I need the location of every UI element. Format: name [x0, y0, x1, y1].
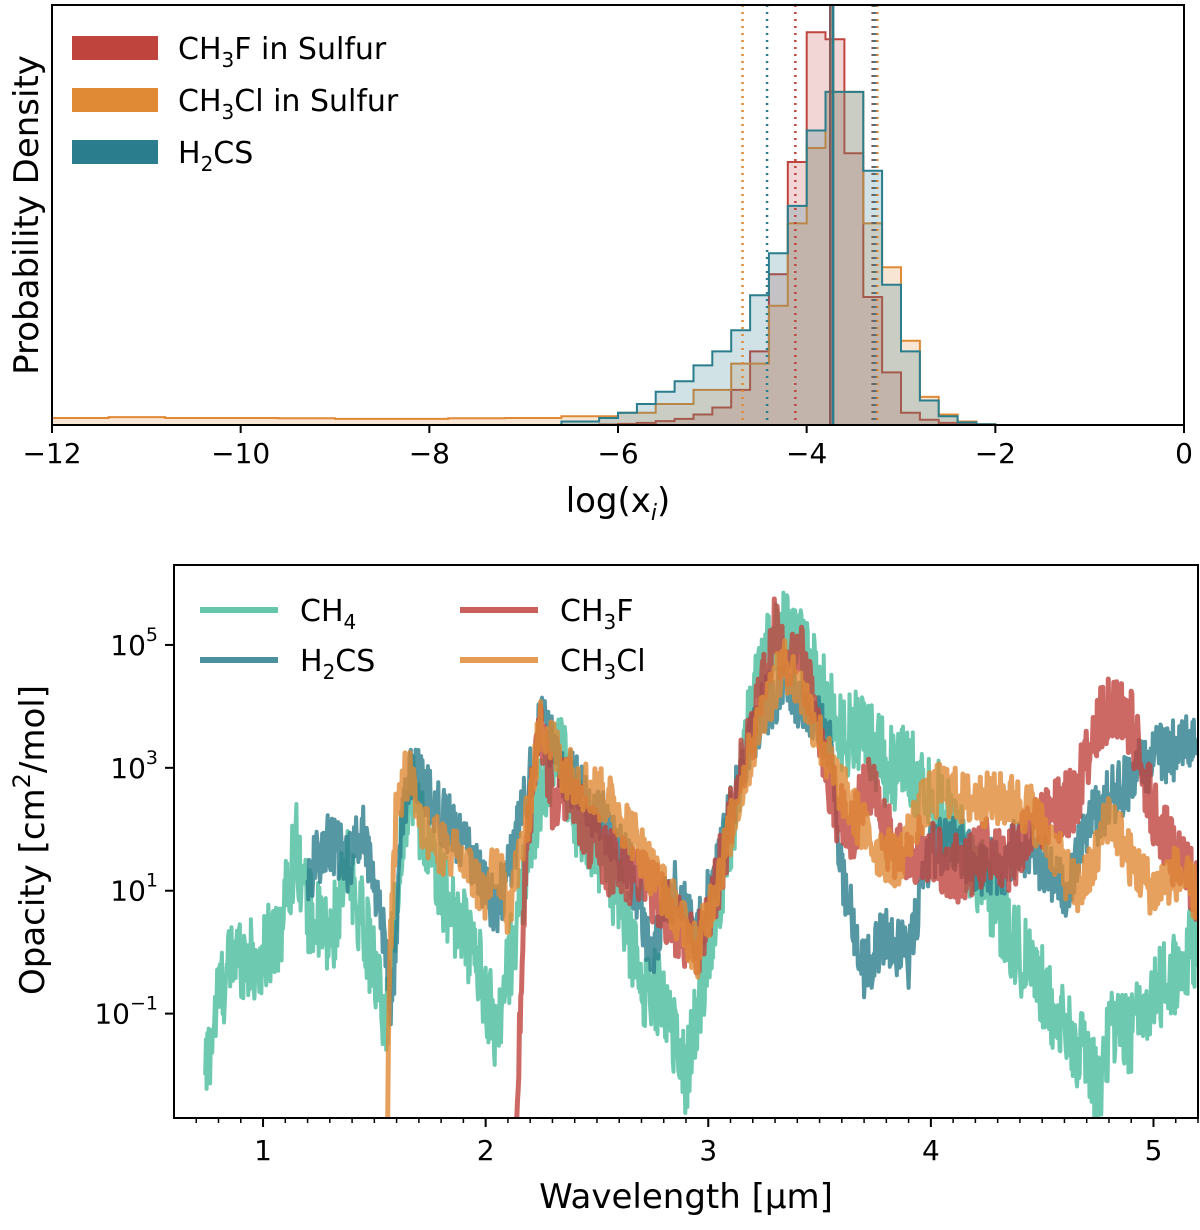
- opacity-series-ch4: [203, 590, 1198, 1118]
- legend-label-ch3cl: CH3Cl in Sulfur: [178, 84, 399, 124]
- histogram-x-label: log(xi): [566, 481, 671, 526]
- opacity-x-ticks: 1 2 3 4 5: [195, 1118, 1199, 1167]
- histogram-x-tick-label: −6: [597, 437, 638, 470]
- opacity-x-label: Wavelength [µm]: [539, 1177, 833, 1217]
- legend-swatch-ch3f: [72, 36, 158, 60]
- histogram-panel: −12 −10 −8 −6 −4 −2 0 Probability Density log(…: [7, 4, 1193, 526]
- opacity-x-tick-label: 3: [699, 1134, 717, 1167]
- histogram-x-tick-label: −4: [786, 437, 827, 470]
- histogram-fill-ch3cl: [52, 91, 996, 426]
- histogram-x-tick-label: 0: [1175, 437, 1193, 470]
- histogram-x-label-sub: i: [651, 501, 657, 526]
- histogram-outline-ch3f: [598, 31, 997, 426]
- opacity-x-tick-label: 5: [1145, 1134, 1163, 1167]
- opacity-y-label-close: /mol]: [13, 685, 53, 773]
- histogram-x-tick-label: −12: [22, 437, 81, 470]
- histogram-fill-h2cs: [561, 91, 996, 426]
- opacity-y-ticks: 10−1 101 103 105: [94, 624, 174, 1031]
- opacity-plot-area: [203, 590, 1198, 1118]
- histogram-fill-ch3f: [599, 32, 996, 426]
- opacity-y-tick-label: 105: [110, 624, 158, 662]
- opacity-x-tick-label: 4: [922, 1134, 940, 1167]
- opacity-legend-label-ch3f: CH3F: [560, 594, 634, 634]
- histogram-x-tick-label: −2: [975, 437, 1016, 470]
- opacity-legend-label-h2cs: H2CS: [300, 644, 375, 684]
- histogram-legend: CH3F in Sulfur CH3Cl in Sulfur H2CS: [72, 32, 399, 176]
- opacity-y-label-main: Opacity [cm: [13, 788, 53, 995]
- legend-label-h2cs: H2CS: [178, 136, 253, 176]
- legend-swatch-ch3cl: [72, 88, 158, 112]
- opacity-y-label: Opacity [cm2/mol]: [8, 685, 53, 995]
- legend-swatch-h2cs: [72, 140, 158, 164]
- histogram-y-label: Probability Density: [7, 55, 47, 375]
- opacity-x-tick-label: 2: [477, 1134, 495, 1167]
- opacity-y-tick-label: 10−1: [94, 993, 158, 1031]
- histogram-median-lines: [741, 5, 879, 425]
- legend-label-ch3f: CH3F in Sulfur: [178, 32, 387, 72]
- opacity-series-ch3cl: [385, 638, 1198, 1118]
- opacity-y-tick-label: 103: [110, 747, 158, 785]
- opacity-y-tick-label: 101: [110, 870, 158, 908]
- histogram-x-label-main: log(x: [566, 481, 651, 521]
- histogram-x-label-close: ): [657, 481, 670, 521]
- histogram-x-tick-label: −8: [409, 437, 450, 470]
- opacity-x-tick-label: 1: [254, 1134, 272, 1167]
- opacity-series-ch3f: [514, 596, 1198, 1118]
- histogram-outline-h2cs: [560, 90, 997, 426]
- opacity-y-label-sup: 2: [8, 773, 36, 788]
- opacity-legend-label-ch4: CH4: [300, 594, 356, 634]
- opacity-legend-label-ch3cl: CH3Cl: [560, 644, 646, 684]
- histogram-x-ticks: −12 −10 −8 −6 −4 −2 0: [22, 425, 1193, 470]
- histogram-plot-area: [51, 31, 997, 426]
- opacity-legend: CH4 H2CS CH3F CH3Cl: [200, 594, 646, 684]
- histogram-x-tick-label: −10: [211, 437, 270, 470]
